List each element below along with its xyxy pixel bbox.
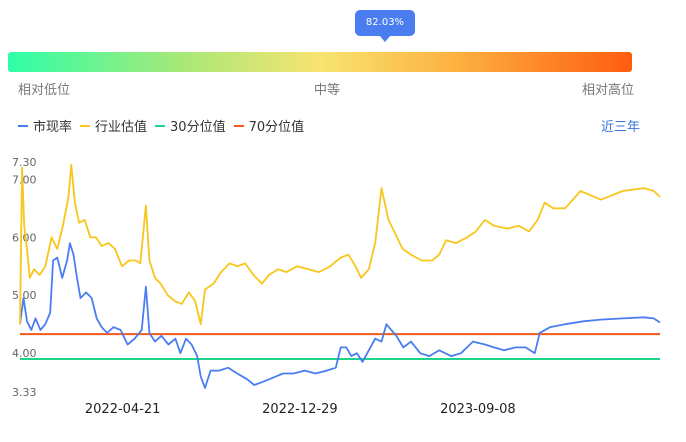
x-tick-label: 2022-04-21	[85, 402, 161, 417]
percentile-tooltip: 82.03%	[355, 10, 415, 42]
scale-low-label: 相对低位	[18, 83, 71, 98]
legend-item-industry[interactable]: 行业估值	[80, 116, 147, 135]
legend-label-industry: 行业估值	[95, 120, 148, 135]
y-tick-label: 5.00	[12, 289, 37, 302]
legend-item-p70[interactable]: 70分位值	[233, 116, 305, 135]
scale-high-label: 相对高位	[582, 83, 635, 98]
legend-item-pe[interactable]: 市现率	[18, 116, 72, 135]
tooltip-arrow	[379, 35, 391, 42]
y-tick-label: 6.00	[12, 231, 37, 244]
y-tick-label: 7.00	[12, 173, 37, 186]
percentile-value: 82.03%	[355, 10, 415, 36]
valuation-line-chart: 7.30 7.00 6.00 5.00 4.00 3.33 2022-04-21 2022-1…	[12, 156, 661, 417]
legend-label-p70: 70分位值	[248, 120, 305, 135]
y-tick-label: 4.00	[12, 347, 37, 360]
chart-legend: 市现率 行业估值 30分位值 70分位值	[18, 116, 304, 135]
legend-label-p30: 30分位值	[170, 120, 226, 135]
y-tick-label: 7.30	[12, 156, 37, 169]
y-tick-label: 3.33	[12, 386, 37, 399]
x-tick-label: 2022-12-29	[262, 402, 338, 417]
legend-swatch-industry	[80, 124, 91, 127]
period-selector[interactable]: 近三年	[600, 120, 640, 135]
legend-label-pe: 市现率	[33, 120, 73, 135]
legend-swatch-p30	[155, 124, 166, 127]
valuation-gradient-bar	[8, 52, 632, 72]
industry-series-line	[19, 163, 661, 326]
legend-swatch-pe	[18, 124, 28, 127]
scale-mid-label: 中等	[314, 83, 341, 98]
pe-series-line	[19, 242, 661, 389]
legend-swatch-p70	[233, 124, 244, 127]
legend-item-p30[interactable]: 30分位值	[155, 116, 226, 135]
x-tick-label: 2023-09-08	[440, 402, 516, 417]
